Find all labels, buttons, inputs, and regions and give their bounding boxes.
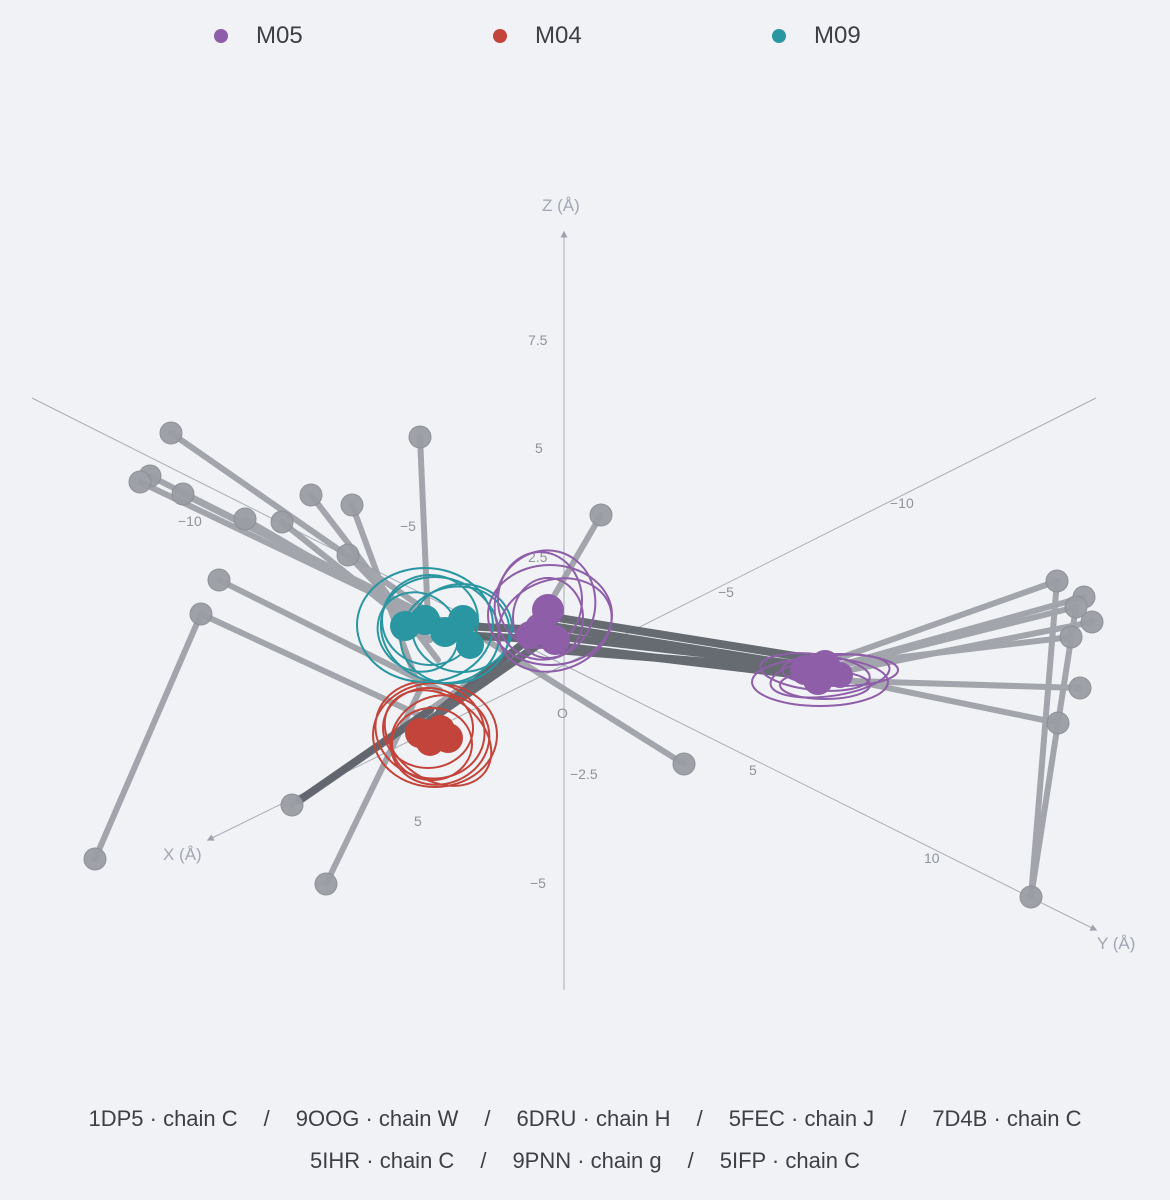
z-tick: −5: [530, 875, 546, 891]
caption-entry: 9PNN · chain g: [512, 1148, 662, 1173]
caption-row: 1DP5 · chain C / 9OOG · chain W / 6DRU · cha…: [0, 1098, 1170, 1140]
m05-cluster-center[interactable]: [482, 539, 624, 687]
caption-separator: /: [687, 1148, 694, 1173]
y-tick: −10: [890, 495, 914, 511]
x-axis-title: X (Å): [163, 845, 202, 864]
caption-entry: 5IFP · chain C: [719, 1148, 860, 1173]
axes: Z (Å) X (Å) Y (Å) O 7.5 5 2.5 −2.5 −5 −1…: [31, 196, 1135, 990]
caption-entry: 6DRU · chain H: [516, 1106, 671, 1131]
z-axis-title: Z (Å): [542, 196, 580, 215]
legend-item-m04[interactable]: M04: [493, 22, 582, 50]
m04-cluster[interactable]: [364, 669, 509, 805]
caption-entry: 1DP5 · chain C: [88, 1106, 238, 1131]
legend-item-m05[interactable]: M05: [214, 22, 303, 50]
m05-cluster-right[interactable]: [751, 648, 899, 707]
caption-entry: 5FEC · chain J: [728, 1106, 875, 1131]
y-axis-line: [563, 397, 1097, 666]
y-tick: 5: [749, 762, 757, 778]
legend-dot-icon: [493, 29, 507, 43]
caption-separator: /: [900, 1106, 907, 1131]
legend: M05 M04 M09: [0, 22, 1170, 62]
x-tick: 5: [414, 813, 422, 829]
origin-label: O: [557, 705, 568, 721]
z-tick: 5: [535, 440, 543, 456]
x-tick: −5: [400, 518, 416, 534]
ligand-bonds: [92, 430, 1095, 900]
caption-separator: /: [696, 1106, 703, 1131]
caption-row: 5IHR · chain C / 9PNN · chain g / 5IFP · cha…: [0, 1140, 1170, 1182]
legend-label: M04: [535, 22, 582, 49]
legend-dot-icon: [214, 29, 228, 43]
caption-entry: 5IHR · chain C: [310, 1148, 455, 1173]
legend-label: M05: [256, 22, 303, 49]
y-axis-arrow: [563, 664, 1098, 931]
x-axis-arrow: [206, 664, 565, 841]
x-tick: −10: [178, 513, 202, 529]
y-axis-title: Y (Å): [1097, 934, 1135, 953]
caption-separator: /: [263, 1106, 270, 1131]
y-tick: 10: [924, 850, 940, 866]
caption-separator: /: [480, 1148, 487, 1173]
legend-label: M09: [814, 22, 861, 49]
caption-entry: 7D4B · chain C: [932, 1106, 1082, 1131]
3d-scatter-plot[interactable]: Z (Å) X (Å) Y (Å) O 7.5 5 2.5 −2.5 −5 −1…: [0, 0, 1170, 1080]
structure-caption: 1DP5 · chain C / 9OOG · chain W / 6DRU · cha…: [0, 1098, 1170, 1182]
ligand-atoms: [83, 421, 1104, 909]
z-tick: −2.5: [570, 766, 598, 782]
legend-dot-icon: [772, 29, 786, 43]
z-tick: 7.5: [528, 332, 548, 348]
y-tick: −5: [718, 584, 734, 600]
legend-item-m09[interactable]: M09: [772, 22, 861, 50]
m09-cluster[interactable]: [356, 561, 521, 700]
caption-entry: 9OOG · chain W: [295, 1106, 459, 1131]
caption-separator: /: [484, 1106, 491, 1131]
